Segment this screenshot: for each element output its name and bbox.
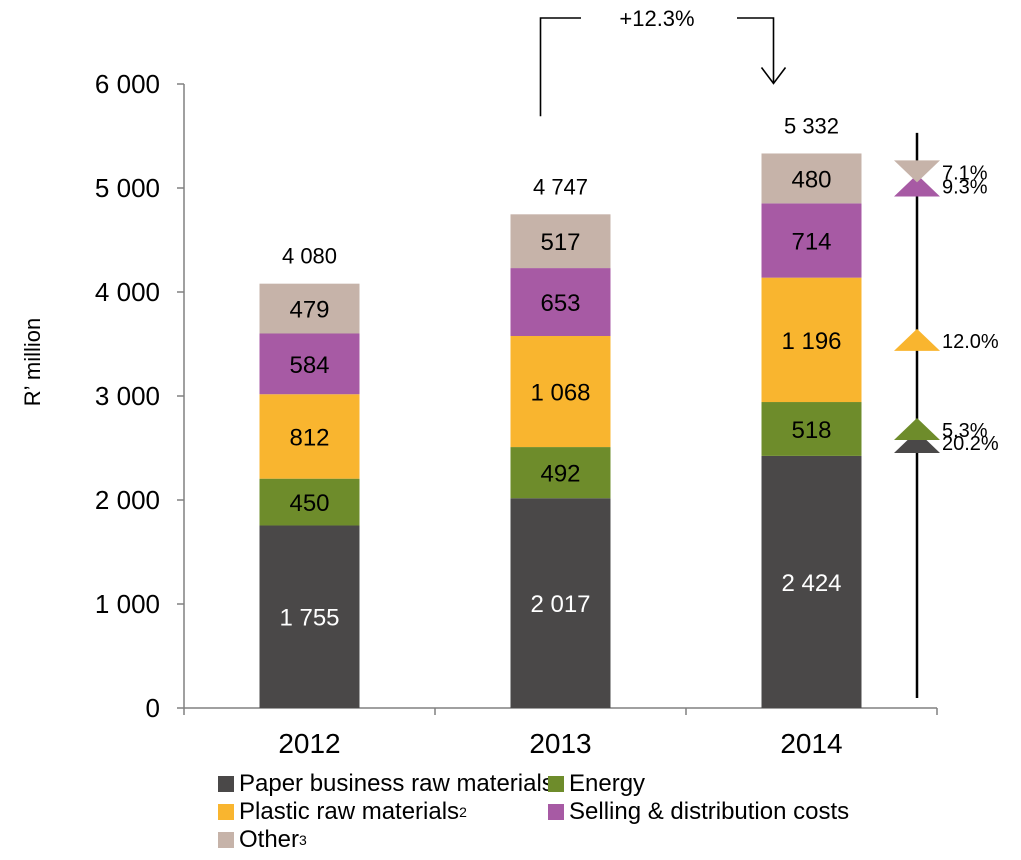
bar-segment bbox=[259, 333, 360, 395]
data-label: 1 068 bbox=[530, 380, 590, 407]
segment-labels: 1 755 450 812 584 479 2 017 492 1 068 653 517 2 42… bbox=[279, 166, 841, 631]
y-tick-label: 6 000 bbox=[95, 69, 160, 99]
data-label: 812 bbox=[289, 424, 329, 451]
bar-segment bbox=[259, 478, 360, 526]
legend-item: Paper business raw materials1 bbox=[218, 770, 562, 798]
legend-swatch bbox=[218, 804, 234, 820]
bar-segment bbox=[761, 203, 862, 278]
legend-label: Other bbox=[239, 826, 300, 853]
y-tick-label: 3 000 bbox=[95, 381, 160, 411]
change-marker bbox=[894, 417, 940, 440]
bar-segment bbox=[761, 153, 862, 204]
data-label: 653 bbox=[540, 290, 580, 317]
growth-label: +12.3% bbox=[619, 6, 694, 31]
bar-segment bbox=[510, 214, 611, 269]
y-axis-label: R’ million bbox=[20, 318, 45, 406]
legend-label: Energy bbox=[569, 770, 646, 797]
legend-item: Selling & distribution costs bbox=[548, 798, 849, 826]
y-tick-label: 0 bbox=[146, 693, 160, 723]
growth-annotation: +12.3% bbox=[539, 6, 787, 117]
bar-segment bbox=[510, 268, 611, 336]
legend-item: Plastic raw materials 2 bbox=[218, 798, 467, 826]
change-label: 20.2% bbox=[942, 433, 999, 455]
x-tick-label: 2013 bbox=[529, 728, 591, 759]
legend-label: Selling & distribution costs bbox=[569, 798, 850, 825]
data-label: 518 bbox=[791, 417, 831, 444]
change-label: 7.1% bbox=[942, 162, 988, 184]
legend-swatch bbox=[218, 832, 234, 848]
change-indicators: 20.2%5.3% 12.0% 9.3%7.1% bbox=[894, 132, 999, 698]
x-tick-label: 2012 bbox=[278, 728, 340, 759]
data-label: 450 bbox=[289, 490, 329, 517]
change-marker bbox=[894, 430, 940, 453]
y-tick-label: 5 000 bbox=[95, 173, 160, 203]
bars bbox=[259, 153, 862, 708]
total-label: 4 080 bbox=[282, 244, 337, 269]
change-marker bbox=[894, 174, 940, 197]
growth-bracket-left bbox=[539, 17, 581, 117]
bar-segment bbox=[259, 394, 360, 479]
y-tick-label: 1 000 bbox=[95, 589, 160, 619]
change-label: 5.3% bbox=[942, 420, 988, 442]
total-labels: 4 080 4 747 5 332 bbox=[282, 113, 839, 268]
bar-segment bbox=[259, 283, 360, 334]
y-tick-label: 2 000 bbox=[95, 485, 160, 515]
bar-segment bbox=[510, 335, 611, 448]
data-label: 714 bbox=[791, 229, 831, 256]
total-label: 5 332 bbox=[784, 113, 839, 138]
bar-segment bbox=[259, 525, 360, 708]
legend-swatch bbox=[548, 776, 564, 792]
change-marker bbox=[894, 160, 940, 183]
data-label: 2 017 bbox=[530, 591, 590, 618]
legend-item: Energy bbox=[548, 770, 645, 798]
data-label: 2 424 bbox=[781, 570, 841, 597]
bar-segment bbox=[761, 402, 862, 456]
data-label: 480 bbox=[791, 166, 831, 193]
change-marker bbox=[894, 328, 940, 351]
bar-segment bbox=[761, 455, 862, 708]
data-label: 517 bbox=[540, 229, 580, 256]
x-tick-label: 2014 bbox=[780, 728, 842, 759]
change-label: 9.3% bbox=[942, 177, 988, 199]
bar-segment bbox=[761, 277, 862, 403]
bar-segment bbox=[510, 498, 611, 708]
bar-segment bbox=[510, 447, 611, 499]
total-label: 4 747 bbox=[533, 174, 588, 199]
data-label: 1 755 bbox=[279, 605, 339, 632]
legend-label: Plastic raw materials bbox=[239, 798, 460, 825]
legend-swatch bbox=[218, 776, 234, 792]
y-axis: 0 1 000 2 000 3 000 4 000 5 000 6 000 bbox=[95, 69, 185, 723]
data-label: 584 bbox=[289, 352, 329, 379]
legend-label: Paper business raw materials bbox=[239, 770, 554, 797]
data-label: 492 bbox=[540, 461, 580, 488]
legend-swatch bbox=[548, 804, 564, 820]
legend-item: Other 3 bbox=[218, 826, 307, 854]
change-label: 12.0% bbox=[942, 331, 999, 353]
growth-arrow-head bbox=[760, 66, 787, 85]
growth-bracket-right bbox=[737, 17, 775, 84]
y-tick-label: 4 000 bbox=[95, 277, 160, 307]
data-label: 1 196 bbox=[781, 328, 841, 355]
data-label: 479 bbox=[289, 297, 329, 324]
x-axis: 2012 2013 2014 bbox=[183, 707, 938, 759]
